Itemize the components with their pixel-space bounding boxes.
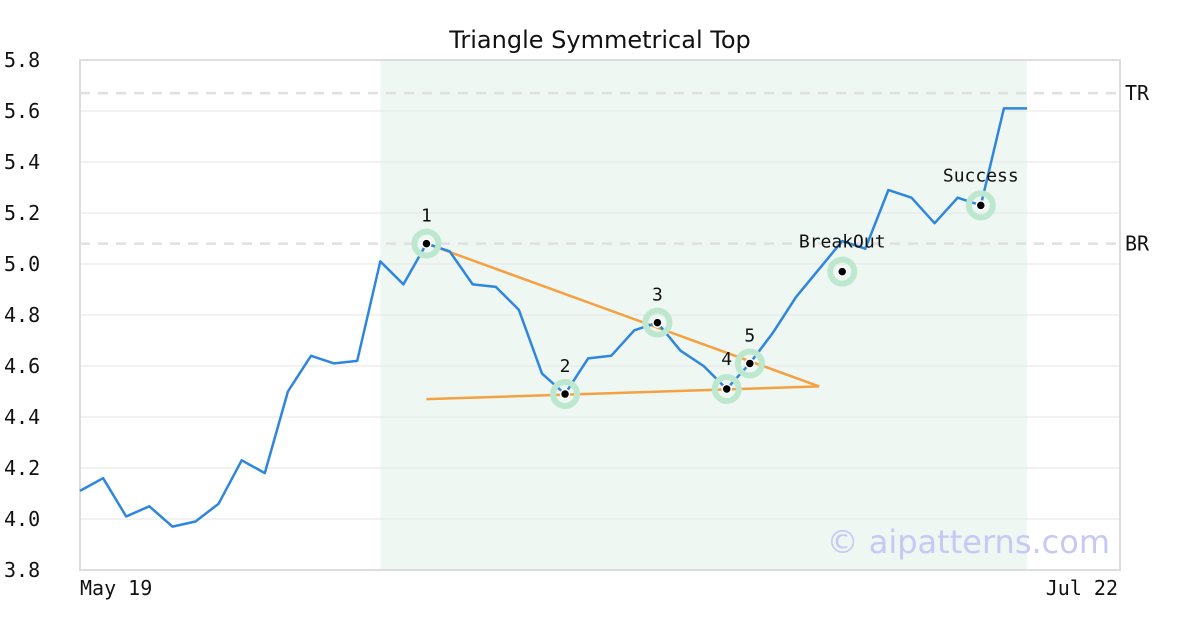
pattern-point-breakout (836, 266, 848, 277)
pattern-point-halo-1 (411, 228, 442, 259)
price-series-line (79, 107, 1027, 528)
plot-frame (79, 59, 1121, 571)
x-tick-label-end: Jul 22 (1046, 576, 1118, 600)
pattern-point-label-2: 2 (560, 356, 571, 377)
y-tick-label: 4.4 (4, 405, 40, 429)
y-tick-label: 5.0 (4, 252, 40, 276)
y-tick-label: 5.6 (4, 99, 40, 123)
pattern-point-halo-5 (734, 348, 765, 379)
pattern-point-halo-2 (550, 379, 581, 410)
pattern-point-label-breakout: BreakOut (799, 232, 886, 253)
watermark: © aipatterns.com (827, 523, 1110, 561)
y-tick-label: 5.8 (4, 48, 40, 72)
pattern-point-halo-success (965, 190, 996, 221)
pattern-point-halo-4 (711, 373, 742, 404)
y-tick-label: 4.8 (4, 303, 40, 327)
pattern-point-4 (721, 383, 732, 395)
x-tick-label-start: May 19 (80, 576, 152, 600)
y-tick-label: 5.2 (4, 201, 40, 225)
pattern-point-label-1: 1 (421, 206, 432, 227)
reference-label-tr: TR (1125, 81, 1150, 105)
pattern-point-3 (652, 317, 663, 328)
pattern-point-halo-3 (642, 307, 673, 338)
y-tick-label: 5.4 (4, 150, 40, 174)
lower-trend-line (426, 385, 820, 401)
y-tick-label: 4.6 (4, 354, 40, 378)
y-tick-label: 3.8 (4, 558, 40, 582)
pattern-point-label-4: 4 (721, 349, 732, 370)
pattern-point-5 (744, 358, 756, 369)
pattern-point-halo-breakout (827, 256, 858, 287)
pattern-point-label-success: Success (943, 165, 1019, 186)
pattern-point-2 (559, 388, 571, 400)
chart-title: Triangle Symmetrical Top (448, 26, 751, 54)
y-tick-label: 4.0 (4, 507, 40, 531)
reference-label-br: BR (1125, 232, 1150, 256)
pattern-point-success (975, 200, 987, 211)
pattern-point-label-5: 5 (744, 325, 755, 346)
pattern-point-1 (421, 238, 432, 249)
pattern-point-label-3: 3 (652, 285, 663, 306)
y-tick-label: 4.2 (4, 456, 40, 480)
